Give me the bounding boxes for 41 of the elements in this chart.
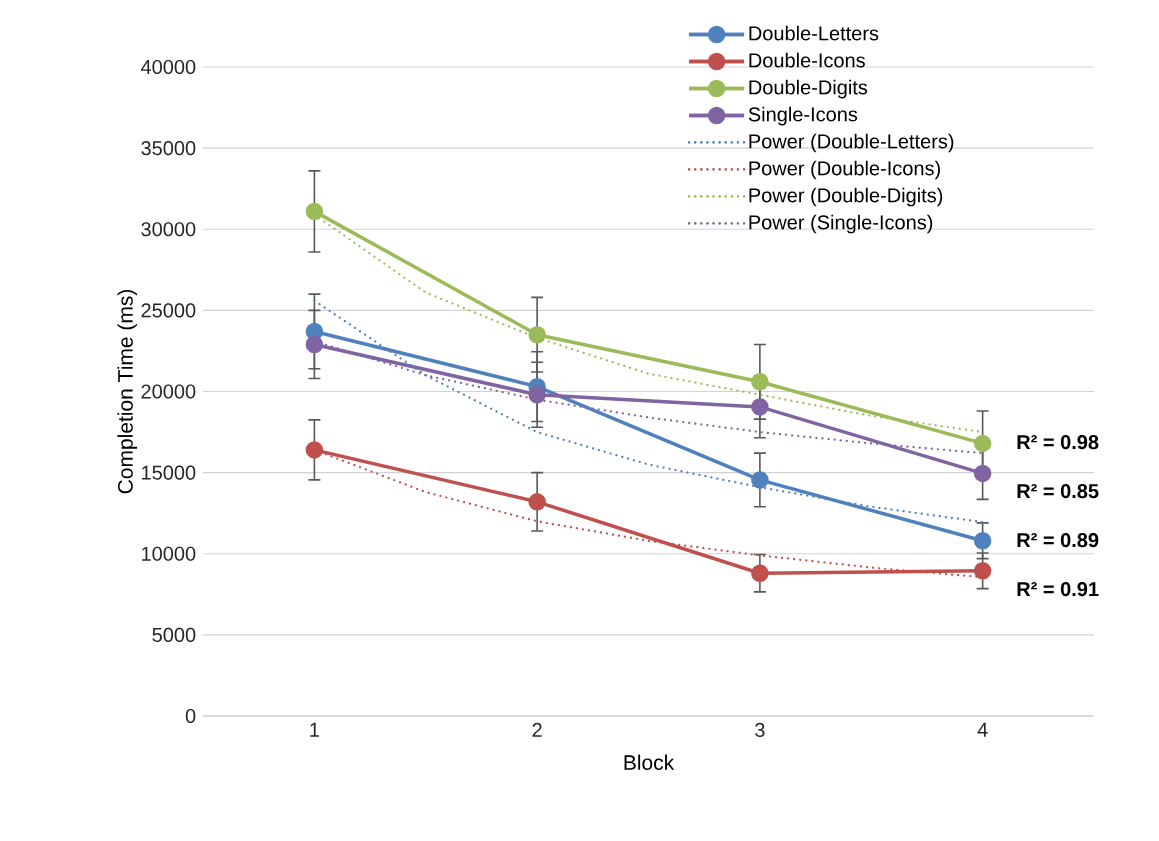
y-tick-label: 40000 [140,59,196,75]
point [973,532,992,550]
legend-label: Double-Letters [749,25,879,41]
x-tick-label: 4 [977,722,988,737]
y-tick-label: 5000 [152,627,196,642]
x-tick-label: 1 [310,722,319,737]
annotation: R² = 0.91 [1017,582,1099,597]
point [973,464,992,483]
point [528,493,546,511]
annotation: R² = 0.89 [1017,533,1099,548]
point [973,434,992,453]
x-tick-label: 3 [755,722,765,738]
annotation: R² = 0.85 [1017,484,1099,499]
y-axis-title: Completion Time (ms) [117,289,137,494]
point [973,562,992,580]
legend-label: Power (Double-Letters) [749,133,954,153]
legend-label: Double-Icons [749,52,865,68]
point [528,385,546,404]
legend-label: Power (Single-Icons) [749,214,933,234]
y-tick-label: 10000 [142,546,196,561]
legend-label: Power (Double-Icons) [749,160,940,180]
x-tick-label: 2 [532,722,542,737]
legend-label: Double-Digits [749,79,868,99]
legend-label: Single-Icons [748,106,858,126]
y-tick-label: 20000 [141,384,196,399]
legend-label: Power (Double-Digits) [749,187,943,207]
point [305,202,324,221]
point [751,471,769,489]
x-axis-title: Block [624,754,675,770]
y-tick-label: 25000 [141,303,196,318]
y-tick-label: 30000 [141,222,196,237]
point [305,441,324,459]
y-tick-label: 0 [185,708,196,724]
point [751,373,769,391]
annotation: R² = 0.98 [1017,435,1099,450]
point [751,564,769,582]
y-tick-label: 35000 [141,141,196,156]
point [751,398,769,416]
point [305,335,324,354]
point [528,325,546,344]
y-tick-label: 15000 [142,465,196,480]
